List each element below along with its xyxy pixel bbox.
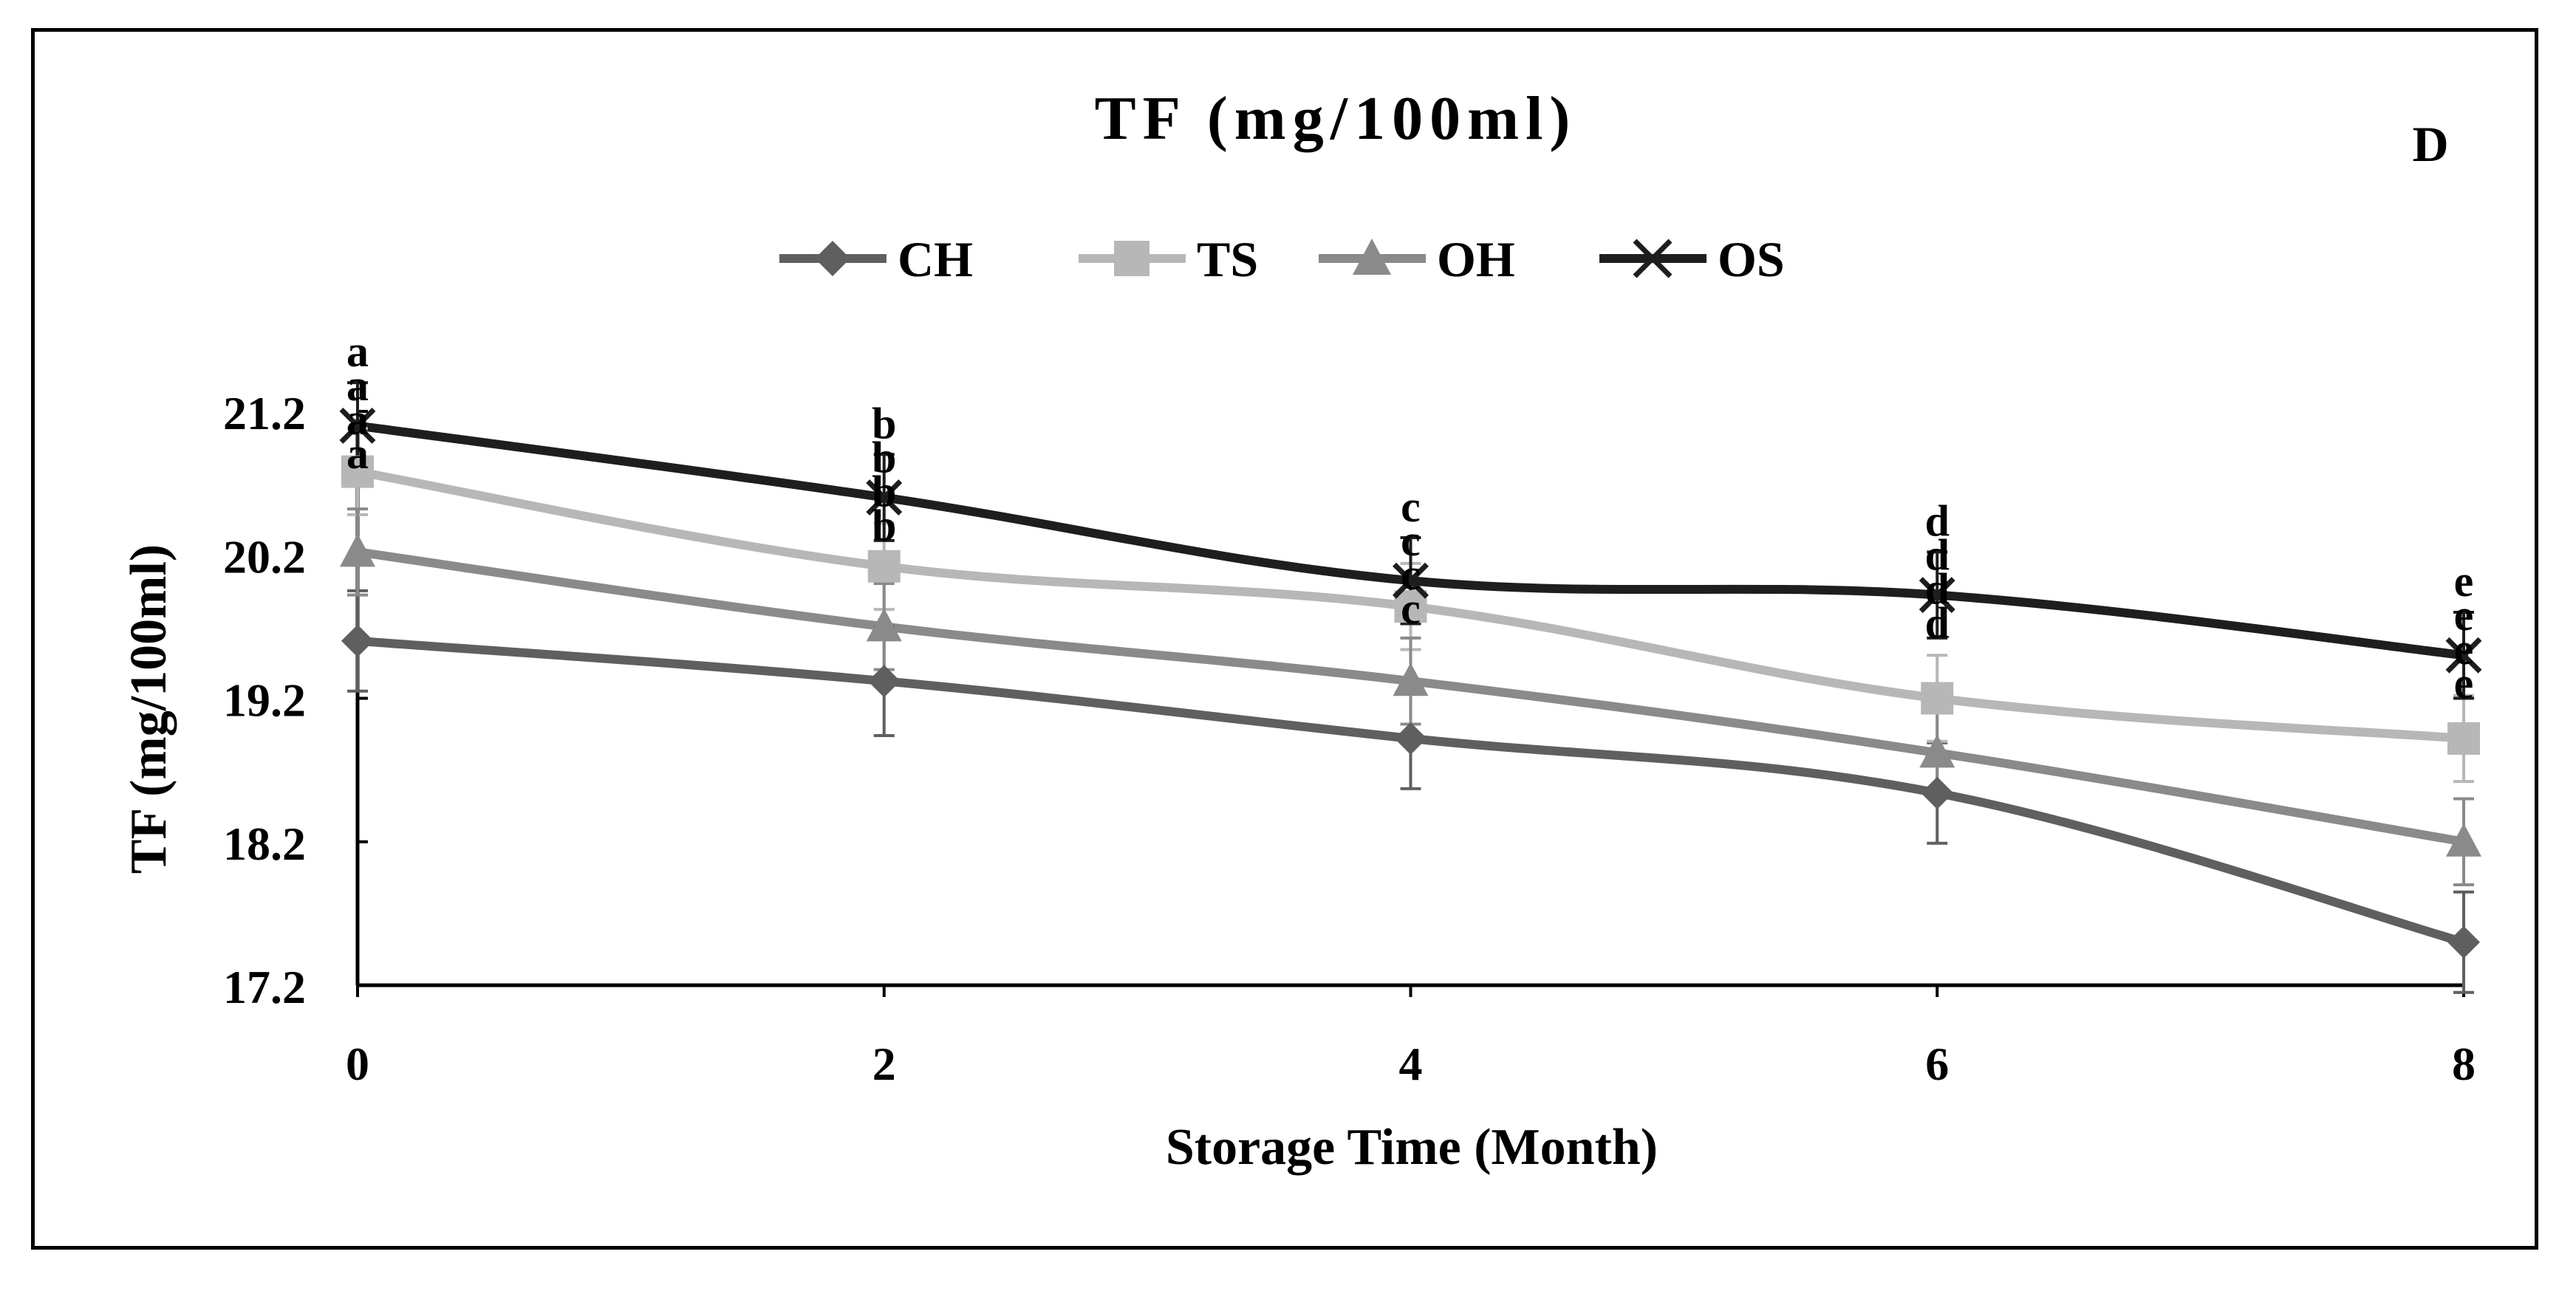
data-point-os (1393, 562, 1429, 599)
legend-label-ch: CH (898, 231, 973, 287)
y-tick-label: 18.2 (223, 818, 306, 870)
data-point-oh (1919, 734, 1955, 768)
data-point-oh (1393, 662, 1429, 696)
chart-frame (31, 28, 2538, 1250)
legend-item-ts: TS (1079, 231, 1258, 287)
chart-title: TF (mg/100ml) (1095, 84, 1577, 153)
legend-marker-oh (1353, 239, 1391, 275)
significance-letter-ts: e (2454, 591, 2474, 640)
x-marker-stroke (1393, 562, 1429, 599)
x-axis-label: Storage Time (Month) (1166, 1119, 1658, 1176)
data-point-ch (341, 624, 374, 657)
legend-label-os: OS (1718, 231, 1785, 287)
y-tick-label: 20.2 (223, 530, 306, 583)
y-tick-label: 21.2 (223, 387, 306, 439)
data-point-os (866, 479, 903, 516)
x-marker-stroke (2445, 637, 2482, 674)
significance-letter-oh: d (1925, 564, 1950, 613)
axes: Storage Time (Month) TF (mg/100ml) (120, 419, 2464, 1176)
data-point-os (339, 407, 376, 444)
legend-label-oh: OH (1437, 231, 1515, 287)
y-tick-label: 17.2 (223, 961, 306, 1013)
significance-letter-ts: c (1401, 516, 1421, 565)
data-point-os (2445, 637, 2482, 674)
data-point-ts (2447, 722, 2480, 755)
data-point-ch (1394, 722, 1427, 755)
legend-marker-ch (815, 241, 850, 276)
significance-letter-os: d (1925, 496, 1950, 545)
significance-letter-ch: d (1925, 598, 1950, 647)
x-marker-stroke (339, 407, 376, 444)
x-tick-label: 6 (1925, 1038, 1949, 1090)
legend-item-oh: OH (1319, 231, 1515, 287)
significance-letter-ts: a (346, 361, 369, 410)
x-tick-label: 4 (1399, 1038, 1423, 1090)
significance-letter-oh: b (872, 467, 896, 516)
legend-marker-os (1633, 239, 1673, 278)
data-point-ch (867, 665, 901, 698)
significance-letter-ch: c (1401, 584, 1421, 633)
data-point-oh (340, 533, 375, 567)
significance-letter-ts: d (1925, 530, 1950, 579)
data-point-ts (1921, 682, 1954, 715)
significance-letter-os: c (1401, 482, 1421, 531)
x-marker-stroke (866, 479, 903, 516)
panel-label: D (2412, 116, 2448, 172)
significance-letter-oh: e (2454, 625, 2474, 674)
x-tick-label: 0 (346, 1038, 369, 1090)
x-tick-label: 2 (872, 1038, 896, 1090)
significance-letter-os: b (872, 399, 896, 448)
significance-letter-ch: a (346, 429, 369, 478)
data-point-ts (1394, 590, 1427, 623)
significance-letter-os: e (2454, 557, 2474, 606)
data-point-oh (2446, 823, 2481, 857)
legend-item-os: OS (1599, 231, 1785, 287)
x-marker-stroke (1633, 239, 1673, 278)
data-point-ch (2447, 925, 2480, 959)
data-point-os (1919, 577, 1955, 614)
legend: CH TS OH OS (779, 231, 1785, 287)
significance-letter-os: a (346, 327, 369, 376)
significance-letter-ts: b (872, 433, 896, 482)
significance-letter-ch: b (872, 501, 896, 549)
significance-letter-oh: a (346, 395, 369, 444)
significance-letter-ch: e (2454, 659, 2474, 708)
data-point-oh (866, 608, 902, 642)
y-tick-label: 19.2 (223, 674, 306, 727)
y-axis-label: TF (mg/100ml) (120, 544, 177, 874)
legend-marker-ts (1114, 241, 1149, 276)
data-point-ts (867, 549, 901, 583)
data-point-ch (1921, 776, 1954, 809)
x-tick-label: 8 (2452, 1038, 2476, 1090)
legend-label-ts: TS (1197, 231, 1258, 287)
significance-letter-oh: c (1401, 550, 1421, 599)
data-point-ts (341, 455, 374, 488)
legend-item-ch: CH (779, 231, 973, 287)
x-marker-stroke (1919, 577, 1955, 614)
